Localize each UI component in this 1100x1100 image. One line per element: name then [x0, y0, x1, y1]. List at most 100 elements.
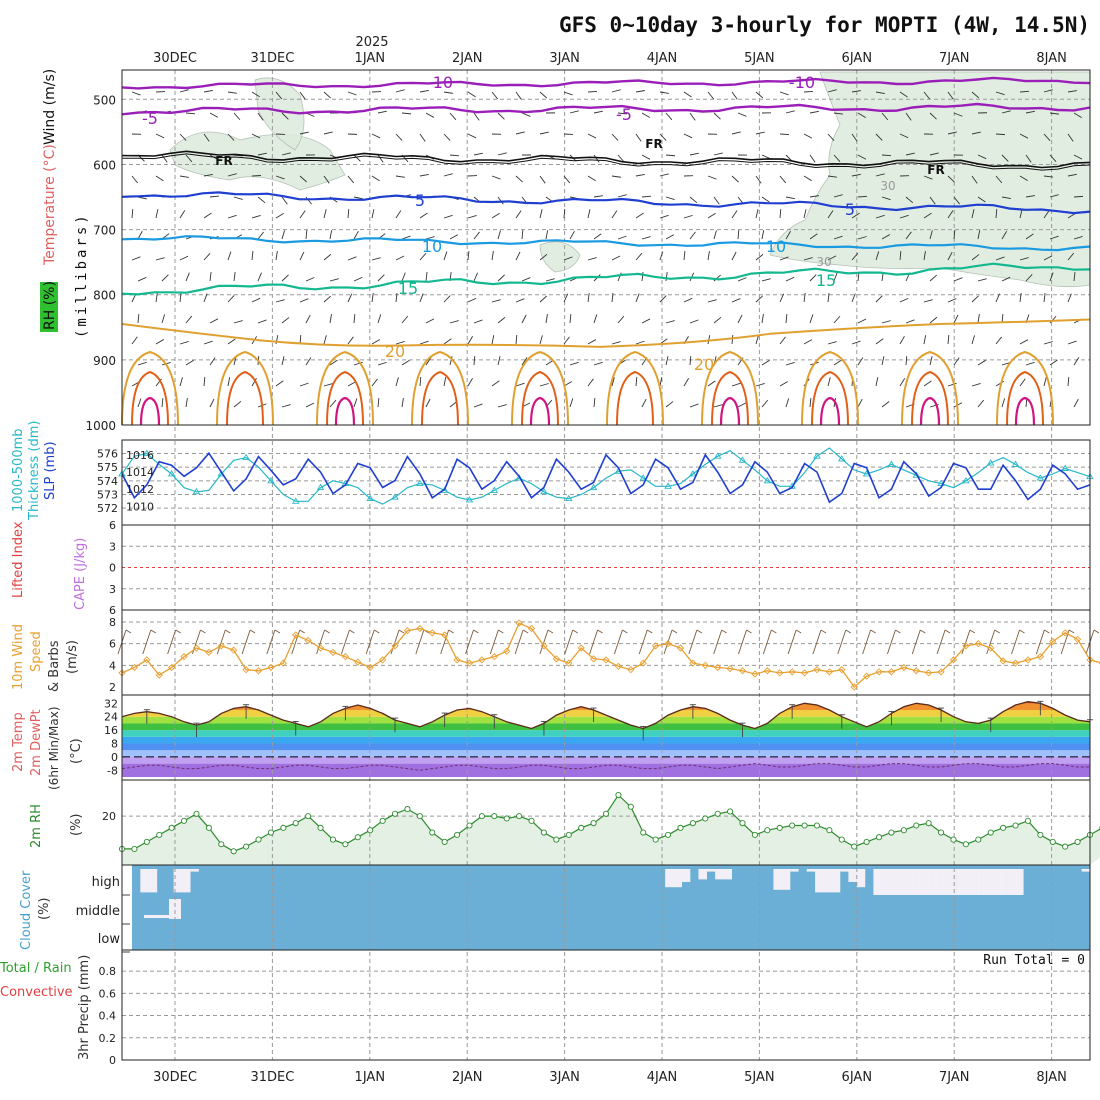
wind-barb: [251, 297, 261, 303]
contour-lobe-magenta: [719, 396, 741, 426]
wind-barb: [299, 210, 306, 219]
wind-barb: [281, 274, 289, 282]
wind-barb: [881, 401, 890, 408]
wind-speed-point: [378, 656, 387, 664]
wind-barb: [689, 152, 699, 156]
wind-barb: [257, 272, 262, 282]
wind-barb: [353, 276, 363, 282]
surface-barb: [1011, 629, 1020, 655]
wind-barb: [203, 376, 206, 387]
wind-barb: [401, 235, 411, 240]
temp-band: [122, 723, 1090, 731]
rh-point: [329, 836, 337, 843]
contour-label: FR: [215, 154, 232, 168]
temp-band: [122, 743, 1090, 751]
wind-barb: [203, 133, 210, 142]
surface-barb-flag: [845, 629, 852, 634]
cloud-high-bar: [956, 869, 966, 895]
cloud-middle-bar: [144, 915, 178, 918]
rh-point: [925, 820, 932, 827]
surface-barb-flag: [994, 629, 1000, 634]
wind-barb: [1001, 110, 1011, 114]
wind-barb: [179, 255, 189, 261]
wind-barb: [611, 89, 621, 93]
wind-barb: [1073, 357, 1080, 366]
wind-barb: [1067, 340, 1077, 345]
wind-barb: [899, 378, 906, 387]
wind-barb: [761, 278, 771, 282]
wind-barb: [665, 234, 675, 240]
wind-barb: [977, 359, 986, 366]
wind-speed-point: [813, 666, 821, 674]
wind-barb: [467, 336, 473, 345]
wind-barb: [1019, 175, 1028, 182]
surface-barb-flag: [597, 629, 603, 634]
cloud-high-bar: [181, 869, 191, 893]
rh-point: [528, 817, 535, 824]
wind-barb: [731, 210, 738, 219]
rh-point: [950, 836, 957, 843]
wind-barb: [395, 255, 405, 261]
wind-barb: [809, 154, 816, 163]
ylabel-precip-total: Total / Rain: [0, 961, 72, 976]
surface-barb: [638, 629, 648, 655]
wind-barb: [587, 378, 594, 387]
wind-barb: [947, 91, 954, 100]
rh-point: [205, 824, 212, 831]
wind-barb: [635, 173, 645, 177]
pressure-tick-700: 700: [93, 224, 116, 238]
surface-barb: [688, 629, 698, 655]
wind-barb: [443, 295, 451, 303]
wind-barb: [665, 196, 675, 201]
wind-barb: [299, 131, 309, 135]
rh-point: [491, 813, 498, 820]
wind-speed-point: [403, 627, 412, 635]
wind-barb: [617, 235, 627, 240]
wind-barb: [227, 295, 235, 303]
wind-barb: [857, 195, 868, 198]
wind-barb: [1073, 154, 1083, 160]
wind-barb: [203, 174, 213, 177]
wind-barb: [827, 341, 837, 345]
contour-label: FR: [927, 163, 944, 177]
wind-barb: [1043, 89, 1053, 93]
wind-barb: [635, 340, 645, 345]
contour-label: -10: [427, 73, 453, 92]
wind-barb: [251, 133, 261, 139]
wind-barb: [401, 272, 406, 282]
rh-point: [1024, 817, 1031, 824]
wind-barb: [371, 339, 381, 345]
wind-barb: [521, 229, 524, 240]
li-tick: 6: [109, 604, 116, 617]
wind-speed-point: [763, 667, 771, 675]
thickness-point: [465, 496, 474, 503]
wind-barb: [995, 336, 1002, 345]
wind-barb: [803, 175, 812, 182]
wind-barb: [755, 383, 765, 387]
wind-barb: [281, 196, 288, 205]
surface-barb: [415, 629, 425, 655]
wind-barb: [923, 212, 932, 219]
cloud-high-bar: [140, 869, 149, 893]
surface-barb: [713, 629, 723, 655]
wind-barb: [833, 235, 843, 240]
contour-lobe-magenta: [919, 396, 941, 426]
wind-barb: [929, 152, 939, 156]
wind-barb: [713, 316, 722, 324]
wind-barb: [443, 377, 447, 387]
wind-barb: [131, 91, 141, 96]
wind-speed-point: [366, 663, 374, 672]
wind-barb: [257, 196, 266, 204]
wind-barb: [827, 175, 837, 178]
precip-tick: 0: [109, 1054, 116, 1067]
wind-barb: [233, 272, 236, 282]
ylabel-temp-3: (6hr Min/Max): [47, 707, 61, 791]
wind-barb: [1043, 293, 1046, 303]
wind-barb: [665, 154, 676, 157]
rh-shading-region: [539, 241, 581, 273]
wind-barb: [371, 175, 380, 182]
wind-barb: [467, 378, 473, 387]
wind-barb: [707, 335, 711, 345]
wind-barb: [569, 361, 579, 366]
wind-barb: [707, 251, 710, 261]
